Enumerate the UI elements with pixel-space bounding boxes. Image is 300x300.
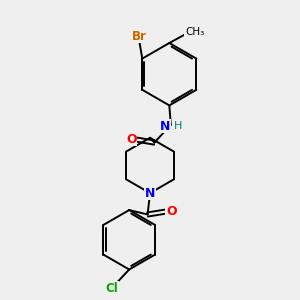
Text: N: N bbox=[160, 120, 171, 133]
Text: Cl: Cl bbox=[106, 282, 118, 295]
Text: O: O bbox=[126, 133, 136, 146]
Text: H: H bbox=[174, 121, 182, 131]
Text: CH₃: CH₃ bbox=[185, 27, 204, 37]
Text: Br: Br bbox=[132, 30, 147, 43]
Text: O: O bbox=[166, 205, 177, 218]
Text: N: N bbox=[145, 187, 155, 200]
